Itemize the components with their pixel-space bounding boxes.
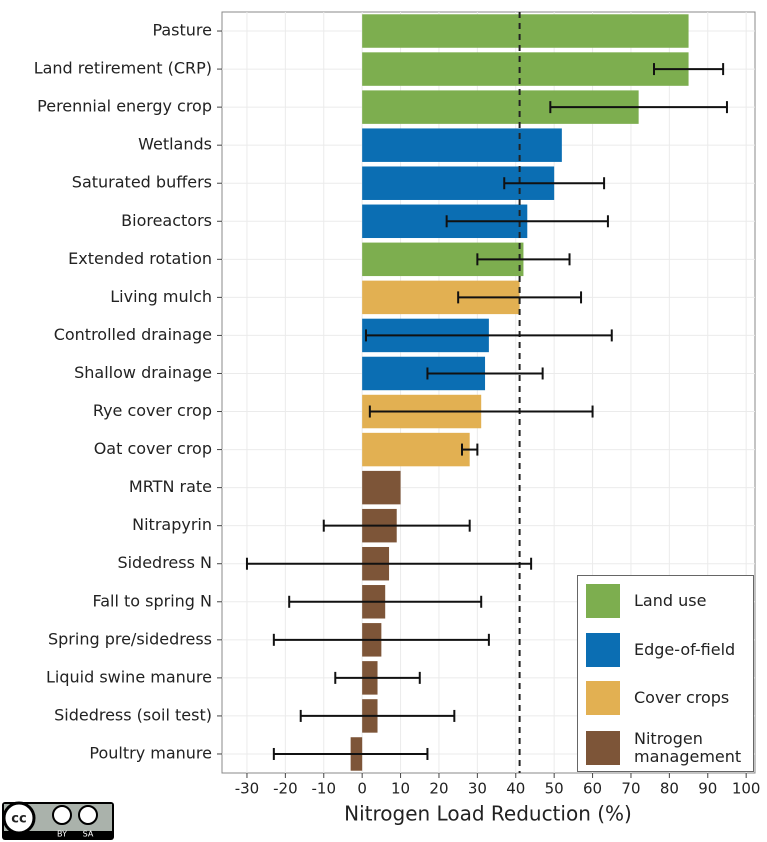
bar [362, 432, 470, 467]
cc-badge: cc BY SA [2, 801, 114, 840]
y-tick-label: Land retirement (CRP) [34, 59, 212, 78]
y-tick-label: Saturated buffers [72, 173, 212, 192]
error-bar [272, 747, 429, 760]
x-axis-label: Nitrogen Load Reduction (%) [344, 802, 632, 826]
x-tick-label: 80 [660, 780, 679, 798]
x-tick-label: 70 [621, 780, 640, 798]
error-bar [368, 405, 594, 418]
error-bar [365, 329, 613, 342]
x-tick-label: -10 [312, 780, 337, 798]
error-bar [653, 63, 725, 76]
error-bar [549, 101, 728, 114]
x-tick-label: 60 [583, 780, 602, 798]
y-tick-label: Shallow drainage [74, 363, 212, 382]
sa-text: SA [83, 830, 94, 839]
y-tick-label: Sidedress N [117, 553, 212, 572]
error-bar [299, 709, 456, 722]
legend-item: Edge-of-field [586, 632, 754, 667]
by-text: BY [57, 830, 67, 839]
y-tick-label: Bioreactors [121, 211, 212, 230]
y-tick-label: MRTN rate [129, 477, 212, 496]
error-bar [245, 557, 533, 570]
x-tick-label: -20 [273, 780, 298, 798]
legend-swatch [586, 584, 620, 618]
x-tick-label: -30 [235, 780, 260, 798]
legend-swatch [586, 730, 620, 765]
y-tick-label: Poultry manure [89, 743, 212, 762]
legend-label: Nitrogen management [634, 728, 742, 766]
y-tick-label: Controlled drainage [54, 325, 212, 344]
x-tick-label: 40 [506, 780, 525, 798]
error-bar [476, 253, 571, 266]
legend-label: Edge-of-field [634, 639, 736, 659]
error-bar [461, 443, 479, 456]
error-bar [457, 291, 583, 304]
x-tick-label: 100 [732, 780, 761, 798]
error-bar [503, 177, 606, 190]
y-tick-label: Nitrapyrin [132, 515, 212, 534]
y-tick-label: Spring pre/sidedress [48, 629, 212, 648]
legend-item: Cover crops [586, 681, 754, 715]
x-tick-label: 50 [545, 780, 564, 798]
legend-label: Land use [634, 591, 707, 610]
error-bar [445, 215, 609, 228]
cc-text: cc [11, 812, 26, 827]
legend-item: Land use [586, 584, 754, 618]
error-bar [272, 633, 490, 646]
y-tick-label: Perennial energy crop [37, 97, 212, 116]
legend-swatch [586, 681, 620, 715]
y-tick-label: Liquid swine manure [46, 667, 212, 686]
y-tick-label: Living mulch [110, 287, 212, 306]
y-tick-label: Rye cover crop [93, 401, 212, 420]
error-bar [334, 671, 421, 684]
y-tick-label: Wetlands [138, 135, 212, 154]
x-tick-label: 90 [698, 780, 717, 798]
error-bar [322, 519, 471, 532]
y-tick-label: Sidedress (soil test) [54, 705, 212, 724]
y-tick-label: Pasture [152, 21, 212, 40]
error-bar [288, 595, 483, 608]
legend: Land use Edge-of-field Cover crops Nitrogen… [577, 575, 754, 772]
legend-swatch [586, 632, 620, 667]
bar [362, 52, 689, 86]
y-tick-label: Extended rotation [68, 249, 212, 268]
x-tick-label: 0 [357, 780, 367, 798]
bar [362, 14, 689, 48]
legend-label: Cover crops [634, 688, 730, 707]
x-tick-label: 30 [468, 780, 487, 798]
y-tick-label: Fall to spring N [92, 591, 212, 610]
error-bar [426, 367, 544, 380]
legend-item: Nitrogen management [586, 728, 754, 766]
x-tick-label: 20 [429, 780, 448, 798]
x-tick-label: 10 [391, 780, 410, 798]
bar [362, 470, 401, 505]
y-tick-label: Oat cover crop [94, 439, 212, 458]
bar [362, 128, 562, 162]
